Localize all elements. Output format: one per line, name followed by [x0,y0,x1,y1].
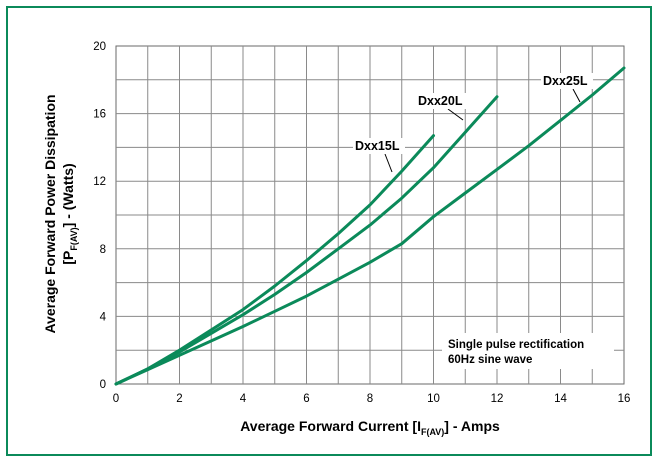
x-axis-title: Average Forward Current [IF(AV)] - Amps [240,418,500,437]
y-tick-label: 0 [100,379,106,391]
series-group [114,66,626,386]
x-tick-label: 12 [491,393,504,405]
x-tick-label: 4 [240,393,247,405]
series-line-dxx20l [114,95,499,386]
y-axis-title-line2: [PF(AV)] - (Watts) [60,163,79,264]
y-axis-title-line1: Average Forward Power Dissipation [42,94,58,333]
y-tick-label: 16 [93,109,106,121]
series-label-dxx15l: Dxx15L [355,139,400,153]
x-tick-label: 14 [554,393,567,405]
x-tick-label: 10 [427,393,440,405]
series-label-bg [541,73,593,89]
y-axis-title: Average Forward Power Dissipation [PF(AV… [42,94,79,333]
x-tick-label: 6 [303,393,309,405]
series-label-dxx25l: Dxx25L [543,74,588,88]
y-tick-label: 20 [93,41,106,53]
series-labels: Dxx15L Dxx20L Dxx25L [353,73,593,173]
y-tick-label: 4 [100,311,107,323]
x-tick-label: 2 [176,393,182,405]
x-tick-label: 8 [367,393,373,405]
series-label-leader [572,88,581,103]
series-line-dxx25l [114,66,626,386]
x-tick-label: 16 [618,393,631,405]
y-tick-label: 12 [93,176,106,188]
series-label-dxx20l: Dxx20L [418,94,463,108]
series-label-bg [416,93,468,109]
y-tick-label: 8 [100,244,106,256]
annotation-line2: 60Hz sine wave [448,354,532,366]
series-label-leader [384,153,393,173]
annotation-note: Single pulse rectification 60Hz sine wav… [442,333,614,369]
annotation-line1: Single pulse rectification [448,339,584,351]
x-tick-label: 0 [113,393,119,405]
ticks-group: 0 2 4 6 8 10 12 14 16 0 4 8 12 16 20 [93,41,630,405]
series-label-bg [353,138,405,154]
series-label-leader [447,108,464,121]
